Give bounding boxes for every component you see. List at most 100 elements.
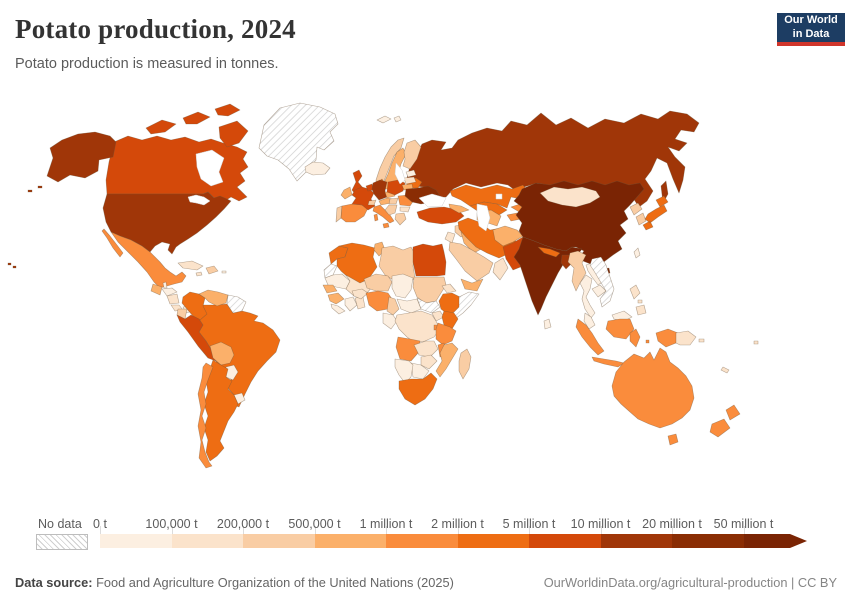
country-mexico-baja[interactable] bbox=[101, 228, 124, 258]
country-mexico[interactable] bbox=[110, 231, 187, 289]
country-jamaica[interactable] bbox=[195, 271, 203, 277]
country-niger[interactable] bbox=[363, 273, 393, 292]
owid-logo[interactable]: Our World in Data bbox=[777, 13, 845, 46]
country-australia-tasmania[interactable] bbox=[667, 433, 679, 446]
country-peru[interactable] bbox=[176, 314, 217, 362]
country-car[interactable] bbox=[396, 298, 422, 314]
country-estonia[interactable] bbox=[405, 169, 417, 178]
country-nicaragua[interactable] bbox=[166, 293, 180, 305]
country-finland[interactable] bbox=[402, 139, 422, 170]
country-mozambique[interactable] bbox=[435, 342, 459, 378]
country-colombia[interactable] bbox=[181, 291, 208, 321]
country-indonesia-java[interactable] bbox=[591, 356, 625, 368]
country-new-caledonia[interactable] bbox=[720, 366, 730, 374]
legend-segment-10M-20M[interactable] bbox=[600, 534, 672, 548]
country-zambia[interactable] bbox=[413, 340, 439, 358]
country-balkans[interactable] bbox=[384, 204, 398, 216]
country-caucasus[interactable] bbox=[448, 203, 470, 214]
country-sri-lanka[interactable] bbox=[543, 318, 552, 330]
country-indonesia-papua[interactable] bbox=[655, 328, 679, 348]
country-somalia[interactable] bbox=[452, 291, 480, 320]
country-thailand[interactable] bbox=[579, 274, 596, 319]
country-greenland[interactable] bbox=[258, 102, 339, 182]
country-australia[interactable] bbox=[611, 347, 695, 429]
country-svalbard[interactable] bbox=[376, 115, 402, 124]
country-russia[interactable] bbox=[405, 110, 700, 208]
legend-segment-5M-10M[interactable] bbox=[529, 534, 601, 548]
country-kazakhstan[interactable] bbox=[449, 184, 530, 209]
country-hungary[interactable] bbox=[388, 197, 399, 205]
country-puerto-rico[interactable] bbox=[221, 270, 227, 274]
country-guinea[interactable] bbox=[327, 292, 345, 305]
country-western-sahara[interactable] bbox=[323, 263, 338, 279]
country-south-korea[interactable] bbox=[635, 212, 647, 226]
country-indonesia-sumatra[interactable] bbox=[575, 318, 605, 356]
country-usa-aleutians[interactable] bbox=[27, 185, 43, 193]
country-guyanas[interactable] bbox=[226, 294, 247, 314]
country-cuba[interactable] bbox=[177, 260, 204, 271]
legend-segment-2M-5M[interactable] bbox=[457, 534, 529, 548]
country-papua-new-guinea[interactable] bbox=[675, 330, 705, 346]
country-honduras[interactable] bbox=[161, 287, 178, 297]
country-drc[interactable] bbox=[394, 310, 441, 344]
country-senegal[interactable] bbox=[322, 284, 338, 294]
country-botswana[interactable] bbox=[410, 362, 430, 380]
country-canada-island2[interactable] bbox=[182, 111, 211, 125]
country-germany[interactable] bbox=[371, 179, 388, 201]
owid-link[interactable]: OurWorldinData.org/agricultural-producti… bbox=[543, 575, 837, 590]
country-belize[interactable] bbox=[162, 281, 168, 289]
country-yemen[interactable] bbox=[460, 278, 484, 292]
legend-no-data-swatch[interactable] bbox=[36, 534, 88, 550]
country-cambodia[interactable] bbox=[591, 284, 607, 298]
legend-segment-0-100k[interactable] bbox=[100, 534, 172, 548]
country-guatemala[interactable] bbox=[150, 283, 163, 296]
country-chile[interactable] bbox=[197, 362, 214, 469]
country-bulgaria[interactable] bbox=[399, 206, 411, 213]
country-greece[interactable] bbox=[394, 212, 407, 226]
country-nepal[interactable] bbox=[537, 246, 561, 258]
country-fiji[interactable] bbox=[753, 340, 759, 345]
country-canada-island1[interactable] bbox=[145, 119, 177, 135]
country-tanzania[interactable] bbox=[435, 322, 457, 346]
legend-segment-100k-200k[interactable] bbox=[171, 534, 243, 548]
country-egypt[interactable] bbox=[412, 243, 447, 277]
country-venezuela[interactable] bbox=[198, 289, 229, 307]
country-ireland[interactable] bbox=[340, 186, 353, 200]
country-usa-alaska[interactable] bbox=[46, 131, 117, 183]
country-indonesia-sulawesi[interactable] bbox=[629, 328, 641, 348]
country-latvia[interactable] bbox=[403, 176, 417, 185]
country-congo-gabon[interactable] bbox=[382, 312, 398, 330]
country-canada-baffin[interactable] bbox=[218, 120, 249, 148]
country-bolivia[interactable] bbox=[209, 341, 235, 366]
country-jordan[interactable] bbox=[444, 231, 456, 244]
country-afghanistan[interactable] bbox=[492, 225, 524, 247]
country-cameroon[interactable] bbox=[386, 296, 400, 316]
country-vietnam[interactable] bbox=[589, 256, 615, 308]
legend-segment-500k-1M[interactable] bbox=[314, 534, 386, 548]
country-south-africa[interactable] bbox=[398, 372, 438, 406]
country-taiwan[interactable] bbox=[633, 247, 641, 259]
country-switzerland[interactable] bbox=[367, 199, 377, 206]
country-sierra-leone-liberia[interactable] bbox=[330, 303, 346, 315]
country-madagascar[interactable] bbox=[458, 348, 472, 380]
legend-segment-20M-50M[interactable] bbox=[672, 534, 744, 548]
country-mongolia[interactable] bbox=[539, 186, 601, 208]
country-turkey[interactable] bbox=[416, 206, 465, 225]
legend-segment-1M-2M[interactable] bbox=[386, 534, 458, 548]
country-hispaniola[interactable] bbox=[205, 265, 219, 275]
country-angola[interactable] bbox=[395, 336, 421, 362]
country-zimbabwe[interactable] bbox=[420, 354, 438, 370]
country-new-zealand[interactable] bbox=[709, 404, 741, 438]
country-saudi-arabia[interactable] bbox=[448, 241, 494, 282]
country-iceland[interactable] bbox=[304, 161, 331, 176]
country-burkina-faso[interactable] bbox=[351, 288, 369, 300]
country-canada-island3[interactable] bbox=[214, 103, 241, 117]
legend-segment-50M+[interactable] bbox=[743, 534, 790, 548]
country-italy[interactable] bbox=[372, 204, 395, 229]
country-philippines[interactable] bbox=[629, 284, 647, 316]
country-ivory-coast[interactable] bbox=[344, 296, 358, 312]
country-north-korea[interactable] bbox=[629, 202, 643, 216]
country-usa-hawaii[interactable] bbox=[7, 262, 17, 269]
country-chad[interactable] bbox=[391, 273, 414, 299]
country-japan[interactable] bbox=[642, 195, 669, 231]
